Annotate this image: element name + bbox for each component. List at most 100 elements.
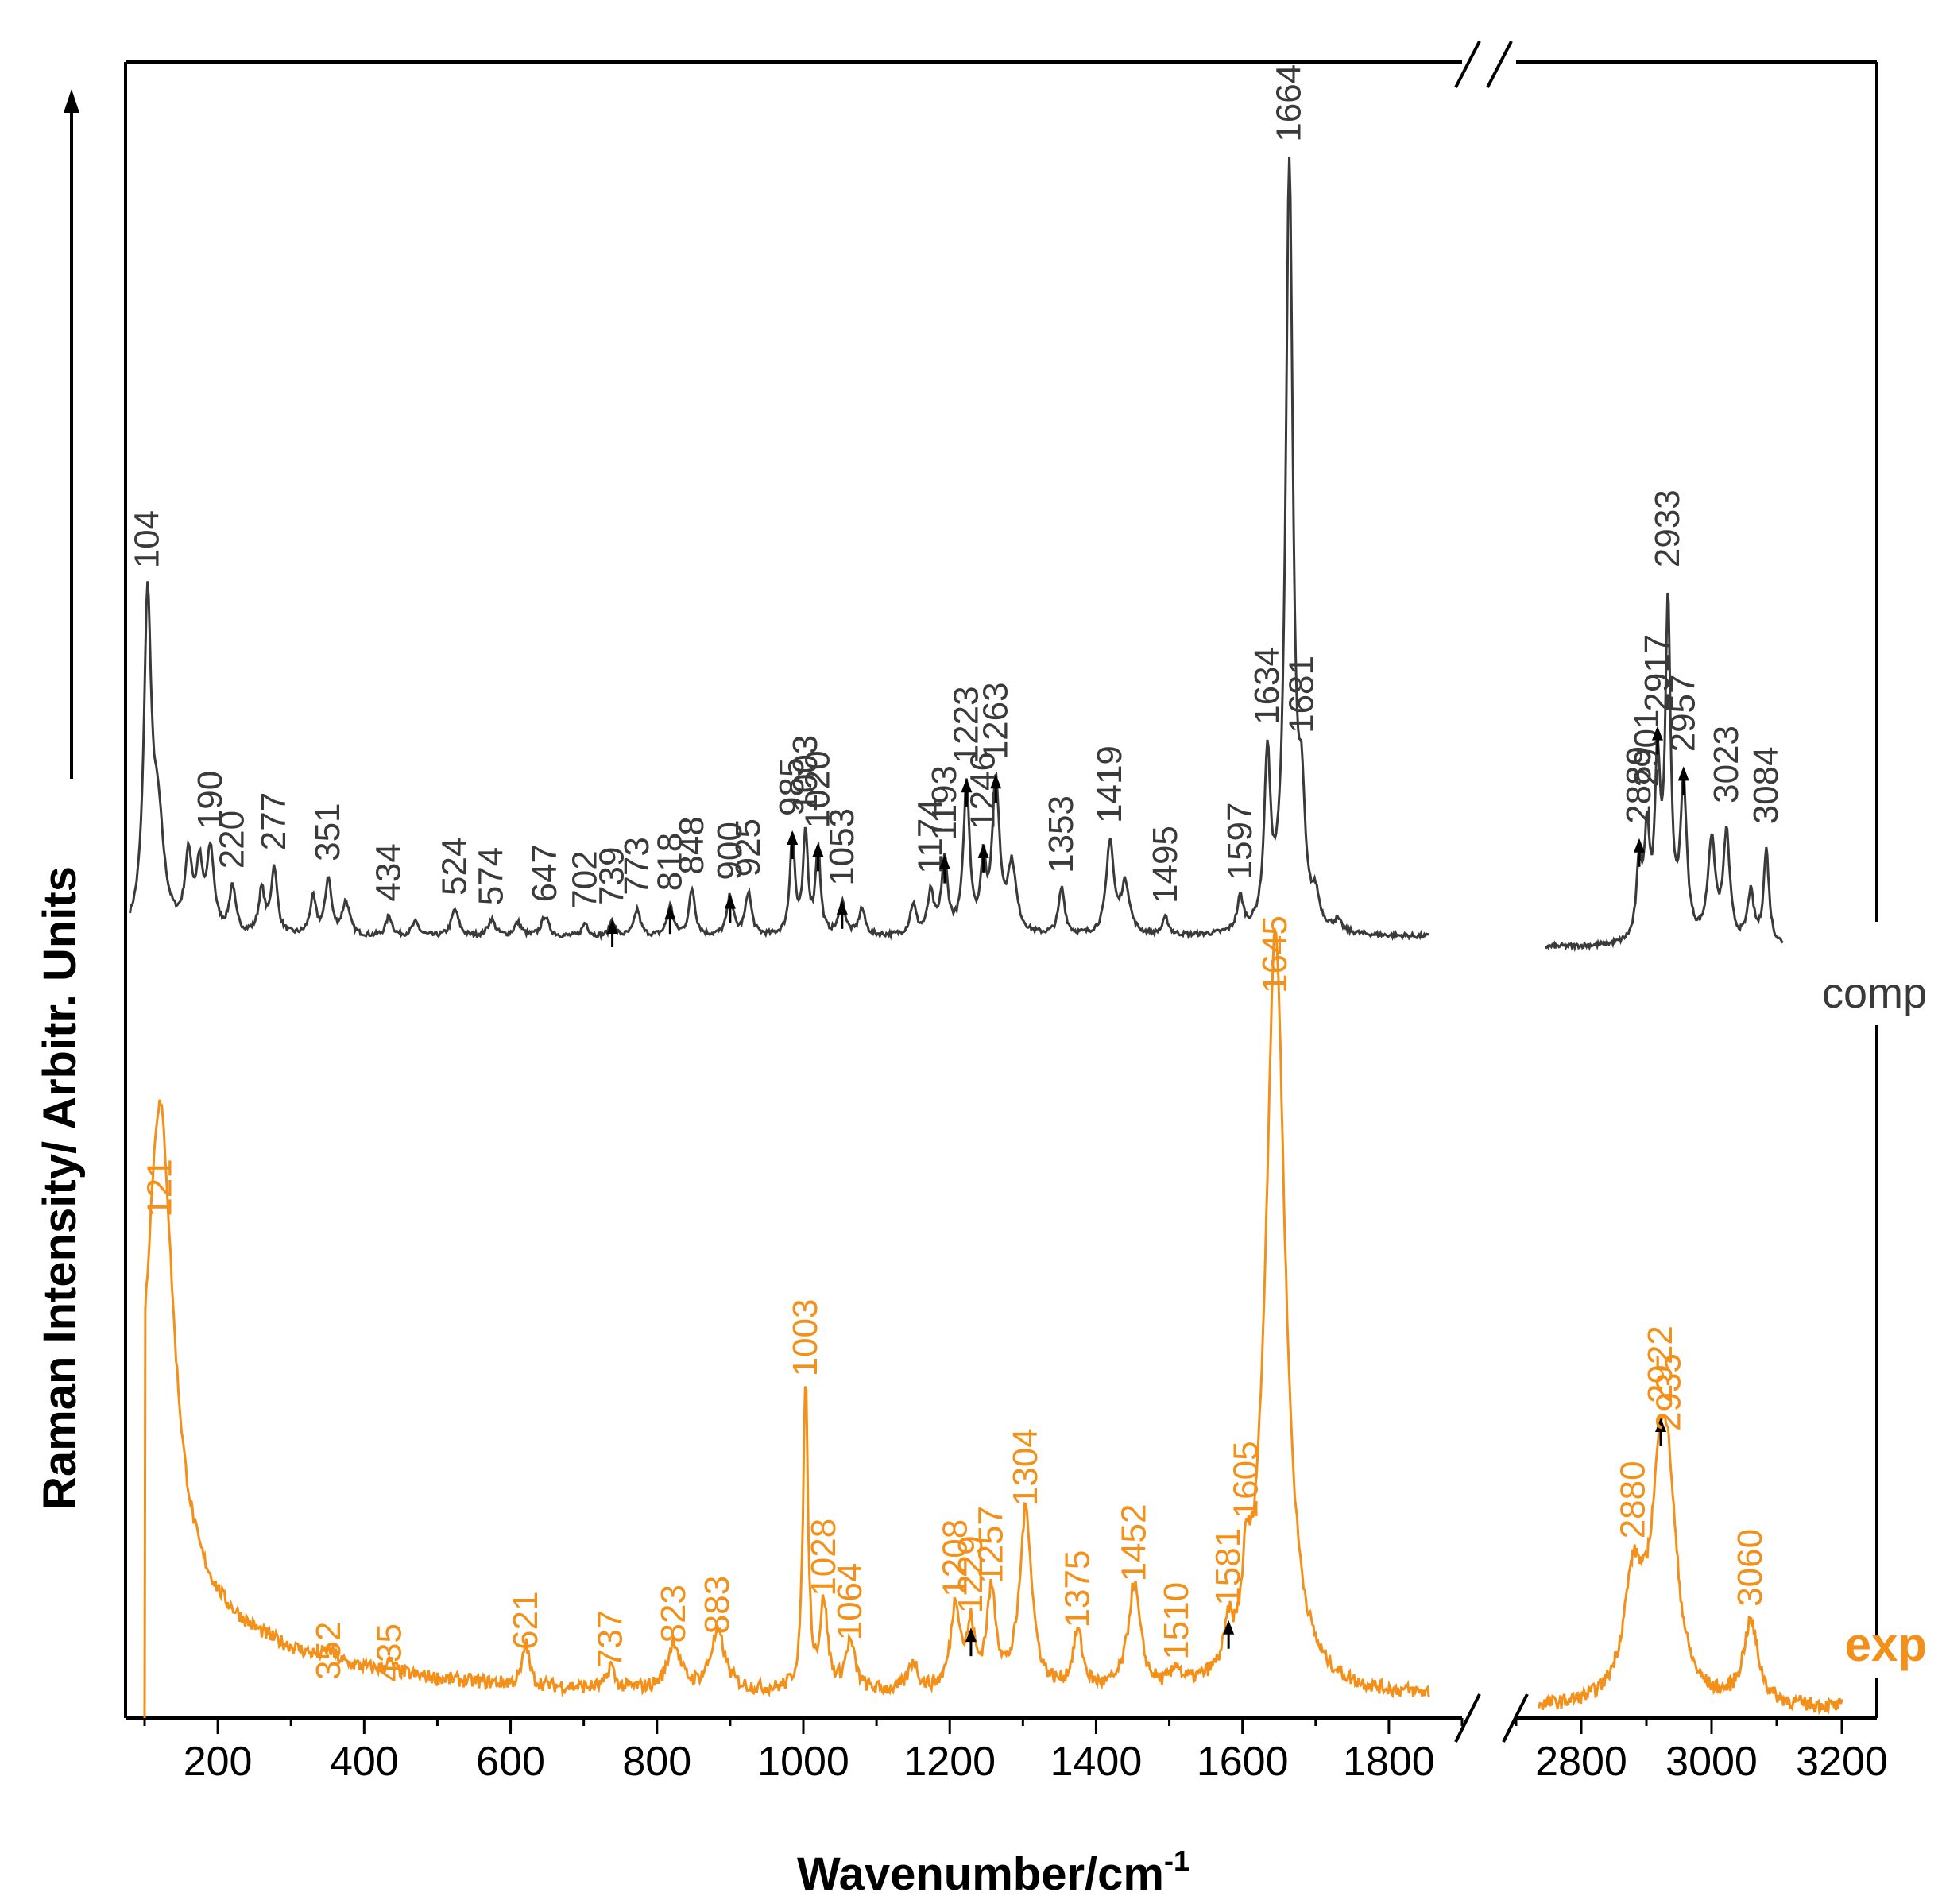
y-axis-title: Raman Intensity/ Arbitr. Units (34, 866, 86, 1510)
peak-label: 220 (213, 811, 252, 869)
peak-label: 1605 (1226, 1441, 1265, 1519)
peak-arrow-head (1651, 726, 1663, 741)
peak-label: 1353 (1042, 795, 1081, 873)
peak-arrow-head (977, 843, 989, 858)
x-tick-label: 400 (330, 1739, 399, 1785)
peak-label: 1064 (830, 1563, 869, 1641)
peak-arrow-head (812, 842, 824, 857)
peak-label: 883 (698, 1576, 737, 1634)
axis-break-mark-bottom-1 (1454, 1693, 1481, 1743)
peak-label: 1510 (1157, 1582, 1196, 1660)
peak-label: 1664 (1270, 64, 1309, 142)
peak-arrow-head (724, 894, 736, 909)
peak-label: 1003 (786, 735, 825, 813)
peak-label: 702 (566, 850, 605, 908)
peak-label: 1263 (976, 682, 1015, 760)
peak-label: 1193 (925, 765, 964, 841)
comp-series-label: comp (1822, 969, 1927, 1017)
peak-label: 848 (672, 816, 711, 874)
peak-label: 1375 (1058, 1550, 1097, 1628)
peak-label: 2889 (1619, 746, 1658, 824)
peak-label: 2922 (1641, 1325, 1680, 1403)
x-tick-label: 800 (622, 1739, 691, 1785)
x-axis-title: Wavenumber/cm-1 (797, 1844, 1190, 1900)
x-tick-label: 2800 (1535, 1739, 1627, 1785)
peak-arrow-head (836, 900, 848, 915)
comp-spectrum-line (129, 156, 1784, 953)
peak-arrow-head (606, 919, 618, 934)
comp-series (129, 156, 1784, 953)
peak-label: 2935 (1650, 1353, 1689, 1431)
plot-frame (64, 41, 1878, 1743)
x-tick-label: 3000 (1665, 1739, 1758, 1785)
peak-arrow-head (965, 1627, 977, 1643)
x-tick-label: 600 (476, 1739, 545, 1785)
peak-label: 3023 (1707, 726, 1746, 803)
peak-label: 1597 (1221, 803, 1259, 880)
x-axis-title-main: Wavenumber/cm (797, 1848, 1164, 1900)
peak-label: 823 (654, 1585, 693, 1643)
peak-label: 3060 (1731, 1529, 1770, 1607)
peak-arrow-head (1655, 1418, 1667, 1433)
peak-arrow-head (1633, 838, 1645, 853)
peak-label: 104 (128, 510, 167, 568)
peak-label: 574 (472, 847, 511, 905)
x-tick-label: 3200 (1796, 1739, 1888, 1785)
peak-arrow-head (787, 830, 799, 846)
peak-label: 1020 (798, 750, 837, 828)
peak-label: 190 (191, 771, 230, 829)
x-tick-label: 1400 (1050, 1739, 1143, 1785)
peak-label: 1229 (951, 1535, 990, 1613)
peak-label: 1634 (1248, 647, 1286, 725)
peak-label: 351 (308, 803, 347, 861)
x-tick-label: 1800 (1343, 1739, 1435, 1785)
x-axis-title-superscript: -1 (1164, 1844, 1190, 1877)
peak-label: 1257 (972, 1506, 1011, 1584)
axis-break-mark-top-1 (1454, 41, 1481, 88)
peak-label: 434 (369, 843, 408, 901)
x-tick-label: 1000 (757, 1739, 849, 1785)
peak-label: 1581 (1209, 1528, 1248, 1606)
peak-label: 1053 (822, 808, 861, 886)
exp-spectrum-line-right (1538, 1414, 1843, 1716)
intensity-arrow-head (64, 89, 79, 113)
peak-label: 1681 (1282, 656, 1321, 733)
x-tick-label: 1600 (1197, 1739, 1289, 1785)
peak-arrow-head (1223, 1620, 1235, 1635)
peak-label: 2917 (1638, 634, 1677, 712)
x-tick-label: 200 (184, 1739, 253, 1785)
peak-arrow-head (938, 854, 950, 869)
peak-label: 524 (435, 838, 474, 896)
peak-arrow-head (961, 778, 973, 793)
peak-label: 621 (506, 1592, 545, 1650)
peak-label: 739 (593, 847, 632, 905)
peak-arrow-head (664, 905, 676, 920)
peak-label: 900 (710, 822, 749, 880)
peak-label: 647 (525, 844, 564, 902)
peak-label: 2957 (1664, 675, 1703, 753)
x-tick-label: 1200 (903, 1739, 996, 1785)
peak-label: 1223 (946, 686, 985, 764)
exp-series (143, 927, 1843, 1719)
peak-label: 2880 (1614, 1461, 1653, 1538)
peak-label: 737 (591, 1610, 630, 1668)
peak-label: 1304 (1006, 1428, 1045, 1506)
peak-arrow-head (1677, 766, 1689, 781)
peak-label: 1028 (804, 1519, 843, 1596)
peak-label: 277 (254, 792, 293, 850)
exp-spectrum-line-left (143, 927, 1430, 1719)
exp-series-label: exp (1845, 1618, 1927, 1671)
peak-label: 2933 (1648, 490, 1687, 567)
peak-label: 435 (370, 1623, 409, 1681)
peak-label: 1645 (1255, 915, 1294, 993)
peak-label: 1495 (1146, 826, 1185, 904)
peak-label: 773 (617, 837, 656, 895)
peak-label: 3084 (1747, 746, 1785, 824)
x-axis-ticks: 200 400 600 800 1000 1200 1400 1600 1800 2800 3000… (143, 1718, 1888, 1785)
axis-break-mark-top-2 (1486, 41, 1513, 88)
peak-label: 2901 (1627, 710, 1666, 788)
peak-label: 985 (772, 758, 811, 816)
peak-label: 1208 (936, 1519, 975, 1597)
